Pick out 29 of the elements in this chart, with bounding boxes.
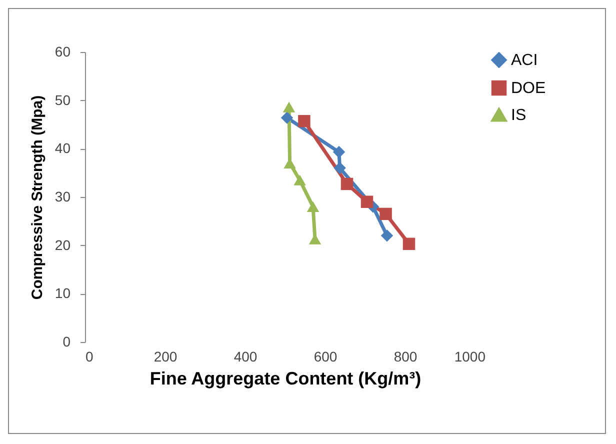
legend-label: IS (511, 107, 526, 124)
y-tick-label: 10 (54, 285, 71, 302)
legend-label: ACI (511, 52, 538, 69)
y-tick-label: 60 (54, 44, 71, 60)
point (306, 201, 320, 212)
point (340, 178, 354, 190)
point (380, 230, 394, 242)
y-tick-label: 30 (54, 188, 71, 204)
x-tick-label: 200 (154, 348, 178, 364)
point (380, 208, 392, 220)
point (280, 112, 294, 124)
point (402, 238, 416, 250)
legend-label: DOE (511, 80, 546, 97)
y-axis-title: Compressive Strength (Mpa) (28, 95, 46, 300)
point (360, 196, 374, 208)
y-tick-label: 20 (54, 236, 71, 253)
point (298, 114, 310, 128)
point (334, 162, 346, 174)
x-axis-title: Fine Aggregate Content (Kg/m³) (150, 368, 422, 388)
x-tick-label: 800 (394, 348, 418, 364)
x-tick-label: 600 (314, 348, 338, 364)
y-tick-label: 0 (62, 334, 71, 350)
x-tick-label: 0 (86, 348, 94, 364)
point (294, 174, 306, 186)
x-tick-label: 1000 (454, 348, 486, 364)
x-tick-label: 400 (234, 348, 258, 364)
point (282, 102, 296, 112)
y-tick-label: 40 (54, 140, 71, 156)
y-tick-label: 50 (54, 92, 71, 108)
